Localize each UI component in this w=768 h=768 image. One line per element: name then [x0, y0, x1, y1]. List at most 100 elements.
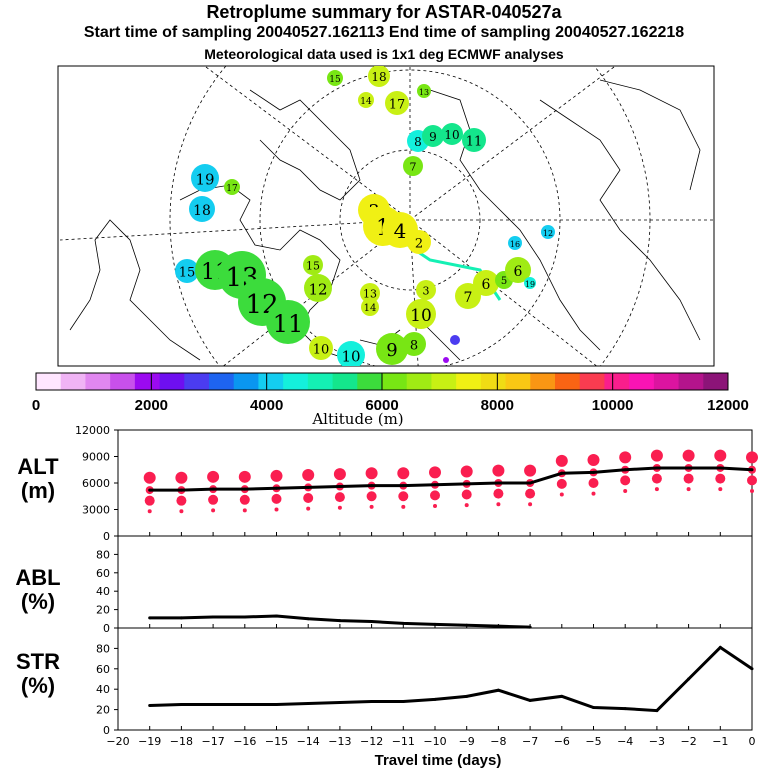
plume-marker — [541, 225, 555, 239]
plume-marker — [505, 257, 531, 283]
y-tick-label: 80 — [96, 642, 110, 655]
y-tick-label: 40 — [96, 585, 110, 598]
plume-day-label: 9 — [386, 340, 397, 361]
colorbar-cell — [85, 373, 111, 390]
x-tick-label: −5 — [585, 735, 601, 748]
plume-marker — [337, 341, 365, 366]
x-tick-label: −16 — [233, 735, 256, 748]
plume-day-label: 7 — [410, 161, 417, 174]
plume-day-label: 12 — [543, 229, 553, 238]
colorbar-cell — [36, 373, 62, 390]
series-point — [370, 699, 374, 703]
altitude-blob — [429, 466, 441, 479]
series-point — [655, 466, 659, 470]
altitude-colorbar: 0 2000 4000 6000 8000 10000 12000 Altitude (m) — [32, 372, 749, 428]
altitude-blob — [686, 487, 691, 492]
colorbar-cell — [357, 373, 383, 390]
altitude-blob — [176, 495, 187, 506]
altitude-blob — [144, 495, 155, 506]
sampling-time-line: Start time of sampling 20040527.162113 E… — [83, 24, 685, 41]
colorbar-cell — [184, 373, 210, 390]
series-point — [718, 645, 722, 649]
plume-marker — [266, 300, 310, 344]
plume-marker — [327, 70, 343, 86]
colorbar-tick-label: 6000 — [365, 397, 398, 414]
colorbar-axis-label: Altitude (m) — [311, 410, 403, 428]
altitude-blob — [274, 507, 279, 512]
plume-marker — [191, 164, 219, 192]
x-tick-label: −20 — [106, 735, 129, 748]
colorbar-cell — [703, 373, 729, 390]
alt-panel-label: ALT (m) — [14, 455, 62, 503]
x-tick-label: −9 — [459, 735, 475, 748]
plume-marker — [303, 255, 323, 275]
plume-day-label: 9 — [429, 130, 437, 144]
plume-marker — [360, 283, 380, 303]
altitude-blob — [143, 471, 156, 484]
x-tick-label: −8 — [490, 735, 506, 748]
plume-marker — [508, 236, 522, 250]
altitude-blob — [238, 470, 251, 483]
series-point — [179, 703, 183, 706]
plume-marker — [361, 298, 379, 316]
plume-day-label: 11 — [273, 310, 304, 338]
colorbar-cell — [480, 373, 507, 390]
series-point — [433, 483, 437, 487]
plume-marker — [422, 125, 444, 147]
series-point — [148, 616, 152, 620]
str-panel: 0 20 40 60 80 — [96, 627, 754, 737]
plume-day-label: 14 — [364, 303, 377, 314]
panel-frame — [117, 535, 753, 629]
series-point — [370, 484, 374, 488]
series-point — [338, 485, 342, 489]
x-tick-label: −1 — [712, 735, 728, 748]
altitude-blob — [333, 468, 346, 481]
altitude-blob — [524, 464, 537, 477]
series-point — [560, 694, 564, 698]
x-tick-label: 0 — [749, 735, 756, 748]
series-point — [211, 615, 215, 619]
series-line — [149, 466, 753, 492]
y-tick-label: 9000 — [82, 451, 110, 464]
plume-day-label: 2 — [415, 236, 423, 251]
x-tick-label: −19 — [138, 735, 161, 748]
str-panel-label: STR (%) — [14, 650, 62, 698]
series-point — [401, 621, 405, 625]
series-point — [528, 698, 532, 702]
plume-marker — [443, 357, 449, 363]
plume-markers: 1518171413891011719171831421511131211121… — [175, 66, 555, 366]
altitude-blob — [493, 488, 504, 499]
colorbar-tick-label: 8000 — [481, 397, 514, 414]
colorbar-cell — [233, 373, 259, 390]
plume-marker — [309, 336, 333, 360]
altitude-blob — [239, 494, 250, 505]
plume-day-label: 18 — [371, 70, 386, 84]
plume-marker — [462, 128, 486, 152]
colorbar-cell — [505, 373, 531, 390]
altitude-blob — [588, 478, 599, 488]
plume-day-label: 15 — [179, 265, 196, 280]
altitude-blob — [715, 473, 726, 484]
plume-day-label: 12 — [308, 280, 327, 298]
series-line — [149, 645, 753, 713]
series-point — [243, 487, 247, 491]
str-label-line-2: (%) — [20, 673, 56, 698]
altitude-blob — [369, 504, 374, 509]
altitude-blob — [211, 508, 216, 513]
series-point — [338, 700, 342, 704]
altitude-blob — [528, 502, 533, 507]
altitude-blob — [492, 464, 505, 477]
x-axis-title: Travel time (days) — [375, 752, 502, 768]
colorbar-cell — [60, 373, 86, 390]
series-point — [275, 614, 278, 618]
series-point — [655, 709, 659, 713]
series-point — [433, 622, 437, 626]
panel-frame — [117, 627, 753, 731]
altitude-blob — [366, 491, 377, 502]
colorbar-cell — [555, 373, 581, 390]
plume-day-label: 11 — [466, 134, 483, 149]
plume-day-label: 5 — [501, 276, 507, 287]
x-axis: −20 −19 −18 −17 −16 −15 −14 −13 −12 −11 −10 −9 −8 −7−… — [106, 735, 755, 748]
plume-day-label: 15 — [306, 260, 320, 273]
colorbar-tick-label: 4000 — [250, 397, 283, 414]
